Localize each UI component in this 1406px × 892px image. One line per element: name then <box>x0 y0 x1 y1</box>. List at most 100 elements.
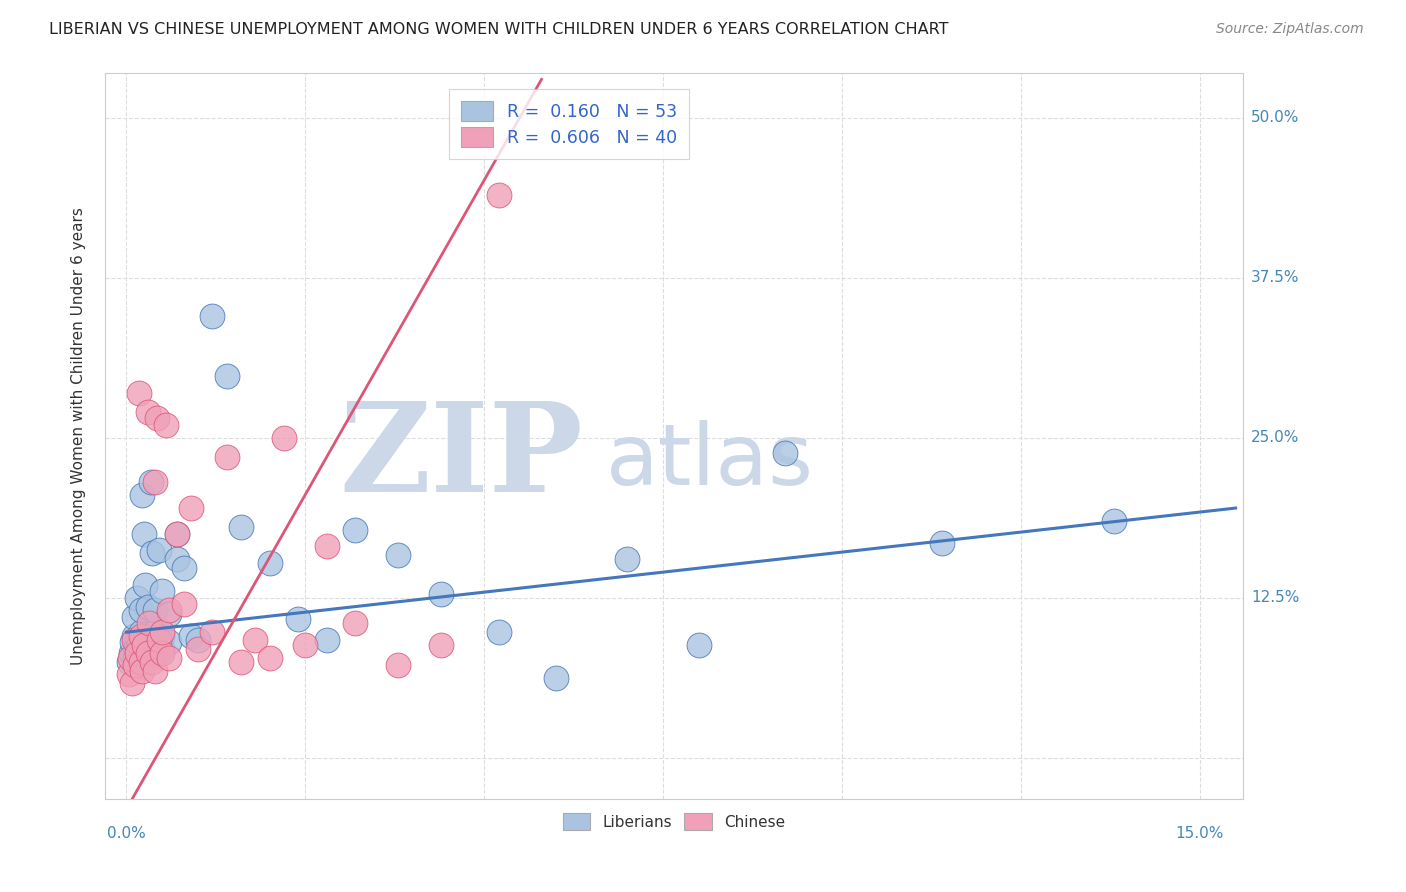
Y-axis label: Unemployment Among Women with Children Under 6 years: Unemployment Among Women with Children U… <box>72 207 86 665</box>
Legend: Liberians, Chinese: Liberians, Chinese <box>555 805 793 838</box>
Point <box>129 655 152 669</box>
Point <box>245 632 267 647</box>
Point <box>143 603 166 617</box>
Point <box>180 629 202 643</box>
Point <box>136 599 159 614</box>
Text: atlas: atlas <box>606 419 814 503</box>
Point <box>134 632 156 647</box>
Point <box>136 646 159 660</box>
Point <box>150 646 173 660</box>
Point <box>122 629 145 643</box>
Text: 15.0%: 15.0% <box>1175 826 1225 841</box>
Point <box>201 309 224 323</box>
Point <box>488 625 510 640</box>
Point <box>157 607 180 622</box>
Point <box>121 635 143 649</box>
Text: Source: ZipAtlas.com: Source: ZipAtlas.com <box>1216 22 1364 37</box>
Point <box>124 650 146 665</box>
Point <box>166 526 188 541</box>
Text: ZIP: ZIP <box>339 397 583 518</box>
Point <box>229 520 252 534</box>
Text: 25.0%: 25.0% <box>1251 430 1299 445</box>
Point <box>344 523 367 537</box>
Point <box>148 543 170 558</box>
Point <box>287 612 309 626</box>
Point <box>166 526 188 541</box>
Point <box>118 655 141 669</box>
Point <box>187 641 209 656</box>
Point <box>616 552 638 566</box>
Point <box>201 625 224 640</box>
Point <box>1102 514 1125 528</box>
Point <box>145 411 167 425</box>
Point <box>157 635 180 649</box>
Point <box>166 552 188 566</box>
Point <box>344 616 367 631</box>
Point <box>173 561 195 575</box>
Point <box>150 584 173 599</box>
Point <box>136 405 159 419</box>
Point <box>315 540 337 554</box>
Point <box>132 526 155 541</box>
Point <box>127 646 149 660</box>
Point <box>180 501 202 516</box>
Point <box>688 638 710 652</box>
Point <box>122 610 145 624</box>
Point <box>128 385 150 400</box>
Point <box>157 603 180 617</box>
Point <box>127 591 149 605</box>
Text: 12.5%: 12.5% <box>1251 591 1299 605</box>
Point <box>139 475 162 490</box>
Text: LIBERIAN VS CHINESE UNEMPLOYMENT AMONG WOMEN WITH CHILDREN UNDER 6 YEARS CORRELA: LIBERIAN VS CHINESE UNEMPLOYMENT AMONG W… <box>49 22 949 37</box>
Point <box>150 641 173 656</box>
Point <box>134 638 156 652</box>
Point <box>155 417 177 432</box>
Text: 0.0%: 0.0% <box>107 826 146 841</box>
Point <box>129 629 152 643</box>
Point <box>117 667 139 681</box>
Point <box>273 431 295 445</box>
Point <box>187 632 209 647</box>
Point <box>134 578 156 592</box>
Point <box>229 655 252 669</box>
Point <box>773 446 796 460</box>
Point <box>157 650 180 665</box>
Point <box>259 556 281 570</box>
Point <box>127 632 149 647</box>
Point <box>143 664 166 678</box>
Point <box>259 650 281 665</box>
Point <box>215 369 238 384</box>
Point <box>148 632 170 647</box>
Point <box>931 535 953 549</box>
Point <box>141 655 163 669</box>
Point <box>150 629 173 643</box>
Point <box>544 671 567 685</box>
Point <box>131 664 153 678</box>
Point <box>131 488 153 502</box>
Point <box>173 597 195 611</box>
Point <box>138 638 160 652</box>
Point <box>143 625 166 640</box>
Point <box>121 676 143 690</box>
Point <box>120 646 142 660</box>
Point <box>430 638 453 652</box>
Point <box>387 658 409 673</box>
Point <box>136 641 159 656</box>
Point <box>143 648 166 663</box>
Point <box>122 632 145 647</box>
Point <box>215 450 238 464</box>
Point <box>136 629 159 643</box>
Point <box>488 187 510 202</box>
Point <box>143 475 166 490</box>
Point <box>129 625 152 640</box>
Text: 37.5%: 37.5% <box>1251 270 1299 285</box>
Point <box>118 650 141 665</box>
Point <box>430 587 453 601</box>
Point <box>150 625 173 640</box>
Text: 50.0%: 50.0% <box>1251 111 1299 125</box>
Point <box>128 638 150 652</box>
Point <box>294 638 316 652</box>
Point <box>141 546 163 560</box>
Point <box>138 616 160 631</box>
Point <box>129 603 152 617</box>
